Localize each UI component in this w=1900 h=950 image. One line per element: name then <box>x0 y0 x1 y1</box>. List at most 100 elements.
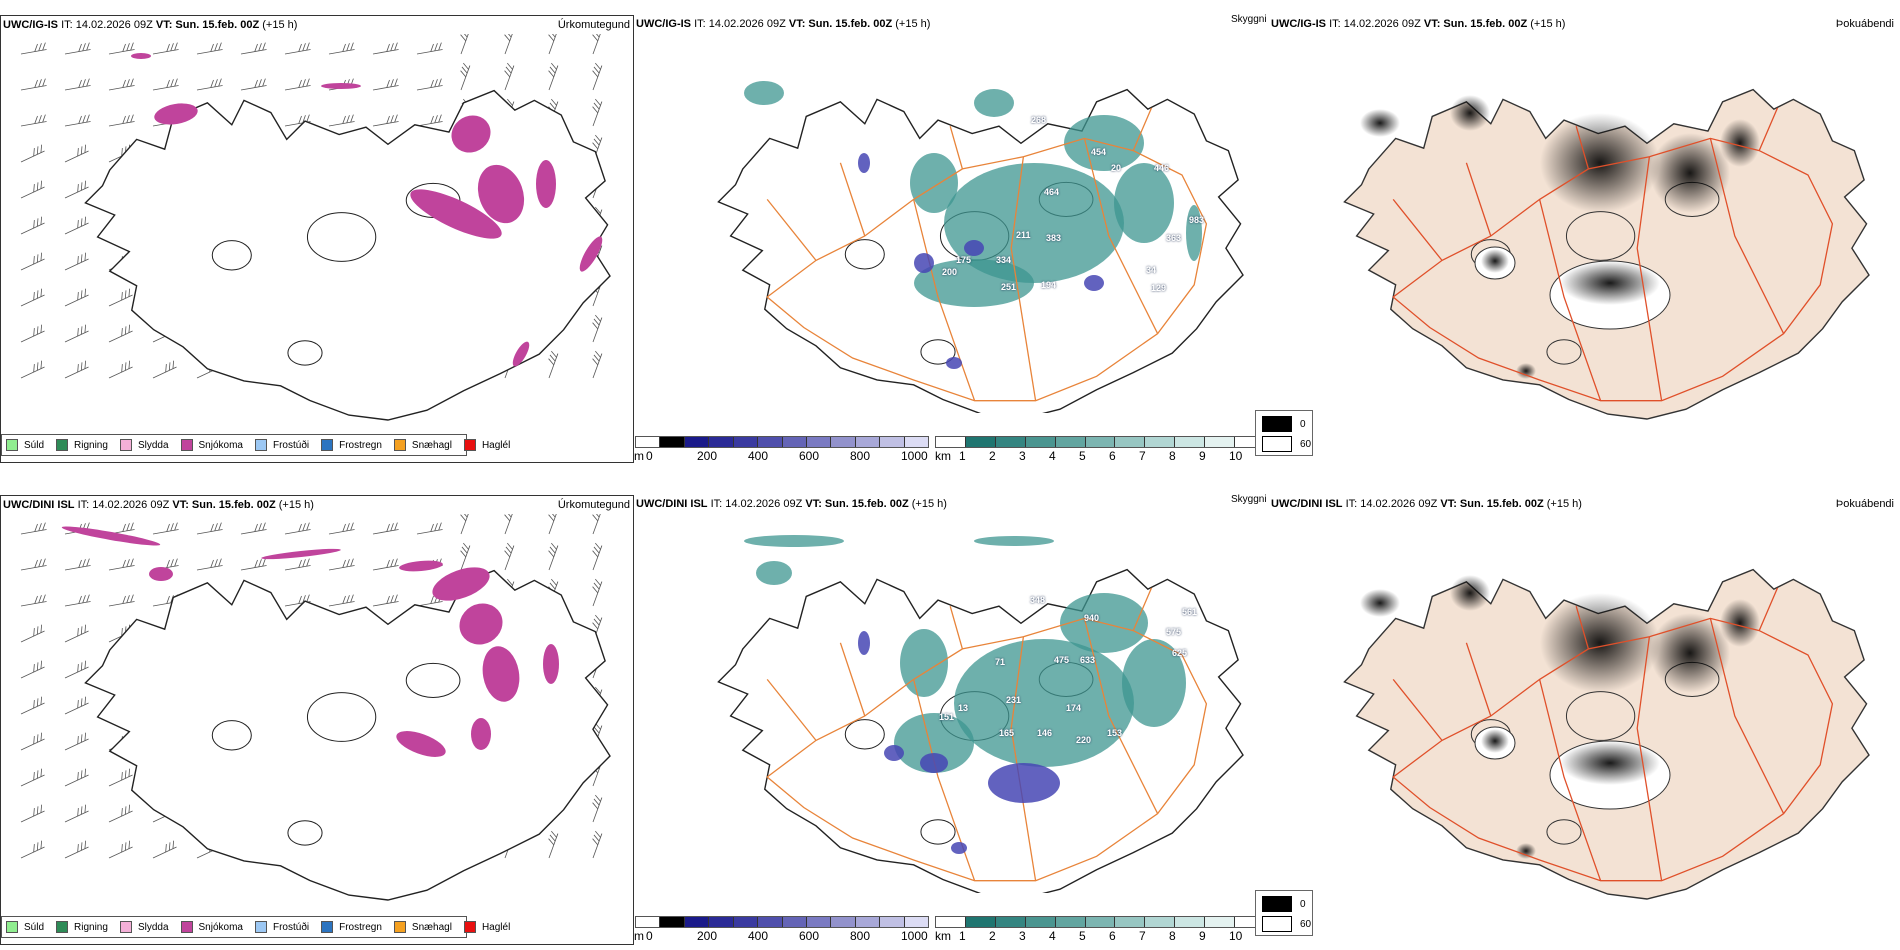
wind-barb <box>548 542 559 571</box>
road <box>1758 107 1779 151</box>
wind-barb <box>592 98 603 127</box>
colorbar-tick: 6 <box>1109 449 1116 463</box>
colorbar-tick: 9 <box>1199 449 1206 463</box>
wind-barb <box>152 42 179 55</box>
valid-time: VT: Sun. 15.feb. 00Z <box>788 18 893 30</box>
wind-barb <box>416 114 443 127</box>
road <box>1392 678 1443 741</box>
wind-barb <box>20 624 45 643</box>
wind-barb <box>20 840 45 859</box>
cloud-base-label: 575 <box>1166 627 1182 637</box>
legend-item: Snjókoma <box>180 921 243 933</box>
road <box>766 198 817 261</box>
cloud-base-area <box>858 153 870 173</box>
wind-barb <box>372 558 399 571</box>
road <box>1636 636 1663 881</box>
legend-item: Snæhagl <box>393 921 452 933</box>
glacier-outline <box>844 239 885 270</box>
cloud-base-label: 454 <box>1091 147 1107 157</box>
cloud-base-label: 194 <box>1041 280 1057 290</box>
wind-barb <box>284 522 311 535</box>
wind-barb <box>240 42 267 55</box>
init-time: IT: 14.02.2026 09Z <box>1345 498 1438 510</box>
wind-barb <box>372 522 399 535</box>
colorbar-segment <box>1235 917 1264 927</box>
cloud-base-label: 13 <box>958 703 969 713</box>
cloud-base-label: 34 <box>1146 265 1157 275</box>
visibility-areas <box>744 535 1186 773</box>
cloud-base-area <box>946 357 962 369</box>
model-name: UWC/IG-IS <box>636 18 691 30</box>
visibility-map <box>717 535 1244 893</box>
colorbar-segment <box>1085 437 1116 447</box>
fog-area <box>1650 133 1730 213</box>
colorbar-segment <box>733 917 759 927</box>
model-name: UWC/DINI ISL <box>3 499 75 511</box>
cloud-base-label: 633 <box>1080 655 1096 665</box>
init-time: IT: 14.02.2026 09Z <box>61 19 153 31</box>
wind-barb <box>64 840 89 859</box>
legend-item: Frostúði <box>254 921 309 933</box>
legend-item: Súld <box>6 921 44 933</box>
legend-label: Slydda <box>137 921 169 933</box>
colorbar-tick: 200 <box>697 929 718 943</box>
legend-swatch <box>321 439 334 451</box>
visibility-panel: UWC/IG-IS IT: 14.02.2026 09Z VT: Sun. 15… <box>634 14 1270 463</box>
colorbar-tick: 1 <box>959 929 966 943</box>
cloud-base-label: 334 <box>996 255 1012 265</box>
glacier-outline <box>211 720 252 751</box>
legend-swatch <box>56 921 69 933</box>
panel-type-label: Úrkomutegund <box>557 499 630 511</box>
visibility-area <box>1122 639 1186 727</box>
wind-barb <box>416 78 443 91</box>
legend-label: Haglél <box>481 439 511 451</box>
wind-barb <box>108 42 135 55</box>
fog-area <box>1720 599 1760 647</box>
wind-barb <box>108 360 133 379</box>
road <box>1758 587 1779 631</box>
fog-legend-swatch <box>1262 916 1292 932</box>
wind-barb <box>328 114 355 127</box>
wind-barb <box>64 216 89 235</box>
lead-time: (+15 h) <box>1530 18 1566 30</box>
colorbar-tick: 4 <box>1049 449 1056 463</box>
colorbar-tick: 2 <box>989 929 996 943</box>
colorbar-segment <box>1205 917 1236 927</box>
panel-title: UWC/DINI ISL IT: 14.02.2026 09Z VT: Sun.… <box>1271 498 1582 511</box>
legend-swatch <box>463 921 476 933</box>
wind-barb <box>548 62 559 91</box>
road <box>1392 198 1443 261</box>
wind-barb <box>152 840 177 859</box>
wind-barb <box>20 804 45 823</box>
snow-area <box>261 548 341 560</box>
legend-item: Rigning <box>56 921 108 933</box>
cloud-base-area <box>920 753 948 773</box>
fog-area <box>1720 119 1760 167</box>
colorbar-segment <box>880 917 905 927</box>
init-time: IT: 14.02.2026 09Z <box>694 18 786 30</box>
colorbar-segment <box>806 437 832 447</box>
precip-map <box>20 514 611 901</box>
road <box>949 606 964 650</box>
fog-legend-label: 0 <box>1300 418 1306 430</box>
colorbar-segment <box>782 437 807 447</box>
visibility-colorbar <box>935 916 1265 928</box>
fog-panel: UWC/IG-IS IT: 14.02.2026 09Z VT: Sun. 15… <box>1255 15 1900 463</box>
wind-barb <box>64 78 91 91</box>
coastline <box>84 89 611 421</box>
wind-barb <box>64 624 89 643</box>
visibility-area <box>974 536 1054 546</box>
visibility-map <box>717 81 1244 413</box>
panel-type-label: Úrkomutegund <box>557 19 630 31</box>
colorbar-segment <box>831 917 856 927</box>
colorbar-segment <box>965 917 996 927</box>
precip-legend: Súld Rigning Slydda Snjókoma Frostúði Frostre… <box>1 434 510 456</box>
wind-barb <box>548 350 559 379</box>
colorbar-segment <box>758 917 783 927</box>
colorbar-segment <box>855 917 881 927</box>
legend-label: Frostregn <box>339 439 382 451</box>
colorbar-tick: 10 <box>1229 929 1243 943</box>
wind-barb <box>592 62 603 91</box>
wind-barb <box>64 144 89 163</box>
cloud-base-label: 231 <box>1006 695 1022 705</box>
